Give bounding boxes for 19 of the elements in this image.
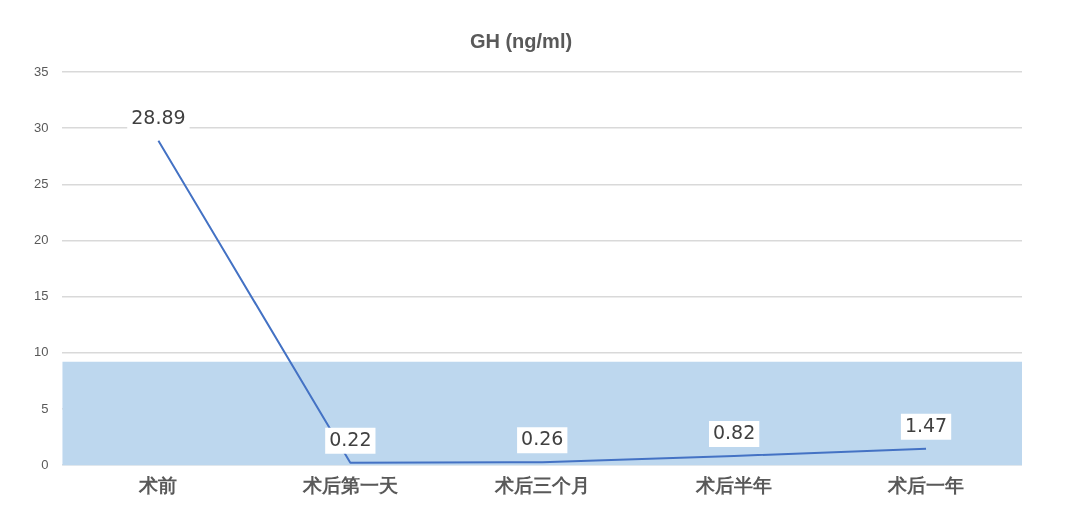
data-label: 0.82 [712,420,756,443]
y-tick-label: 15 [33,288,49,304]
y-tick-label: 5 [41,400,49,416]
y-tick-label: 35 [33,63,49,79]
data-label: 1.47 [904,413,948,436]
y-tick-label: 25 [33,175,49,191]
x-tick-label: 术后半年 [695,473,773,496]
y-tick-label: 30 [33,119,49,135]
data-label: 0.26 [521,427,564,450]
x-tick-label: 术前 [138,473,178,496]
y-tick-label: 20 [33,232,49,248]
data-label: 28.89 [131,105,186,128]
x-tick-label: 术后三个月 [493,473,590,496]
y-tick-label: 10 [33,344,49,360]
data-label: 0.22 [329,427,372,450]
x-tick-label: 术后第一天 [301,473,398,496]
x-tick-label: 术后一年 [887,473,965,496]
chart-title: GH (ng/ml) [469,29,573,52]
y-tick-label: 0 [41,456,49,472]
